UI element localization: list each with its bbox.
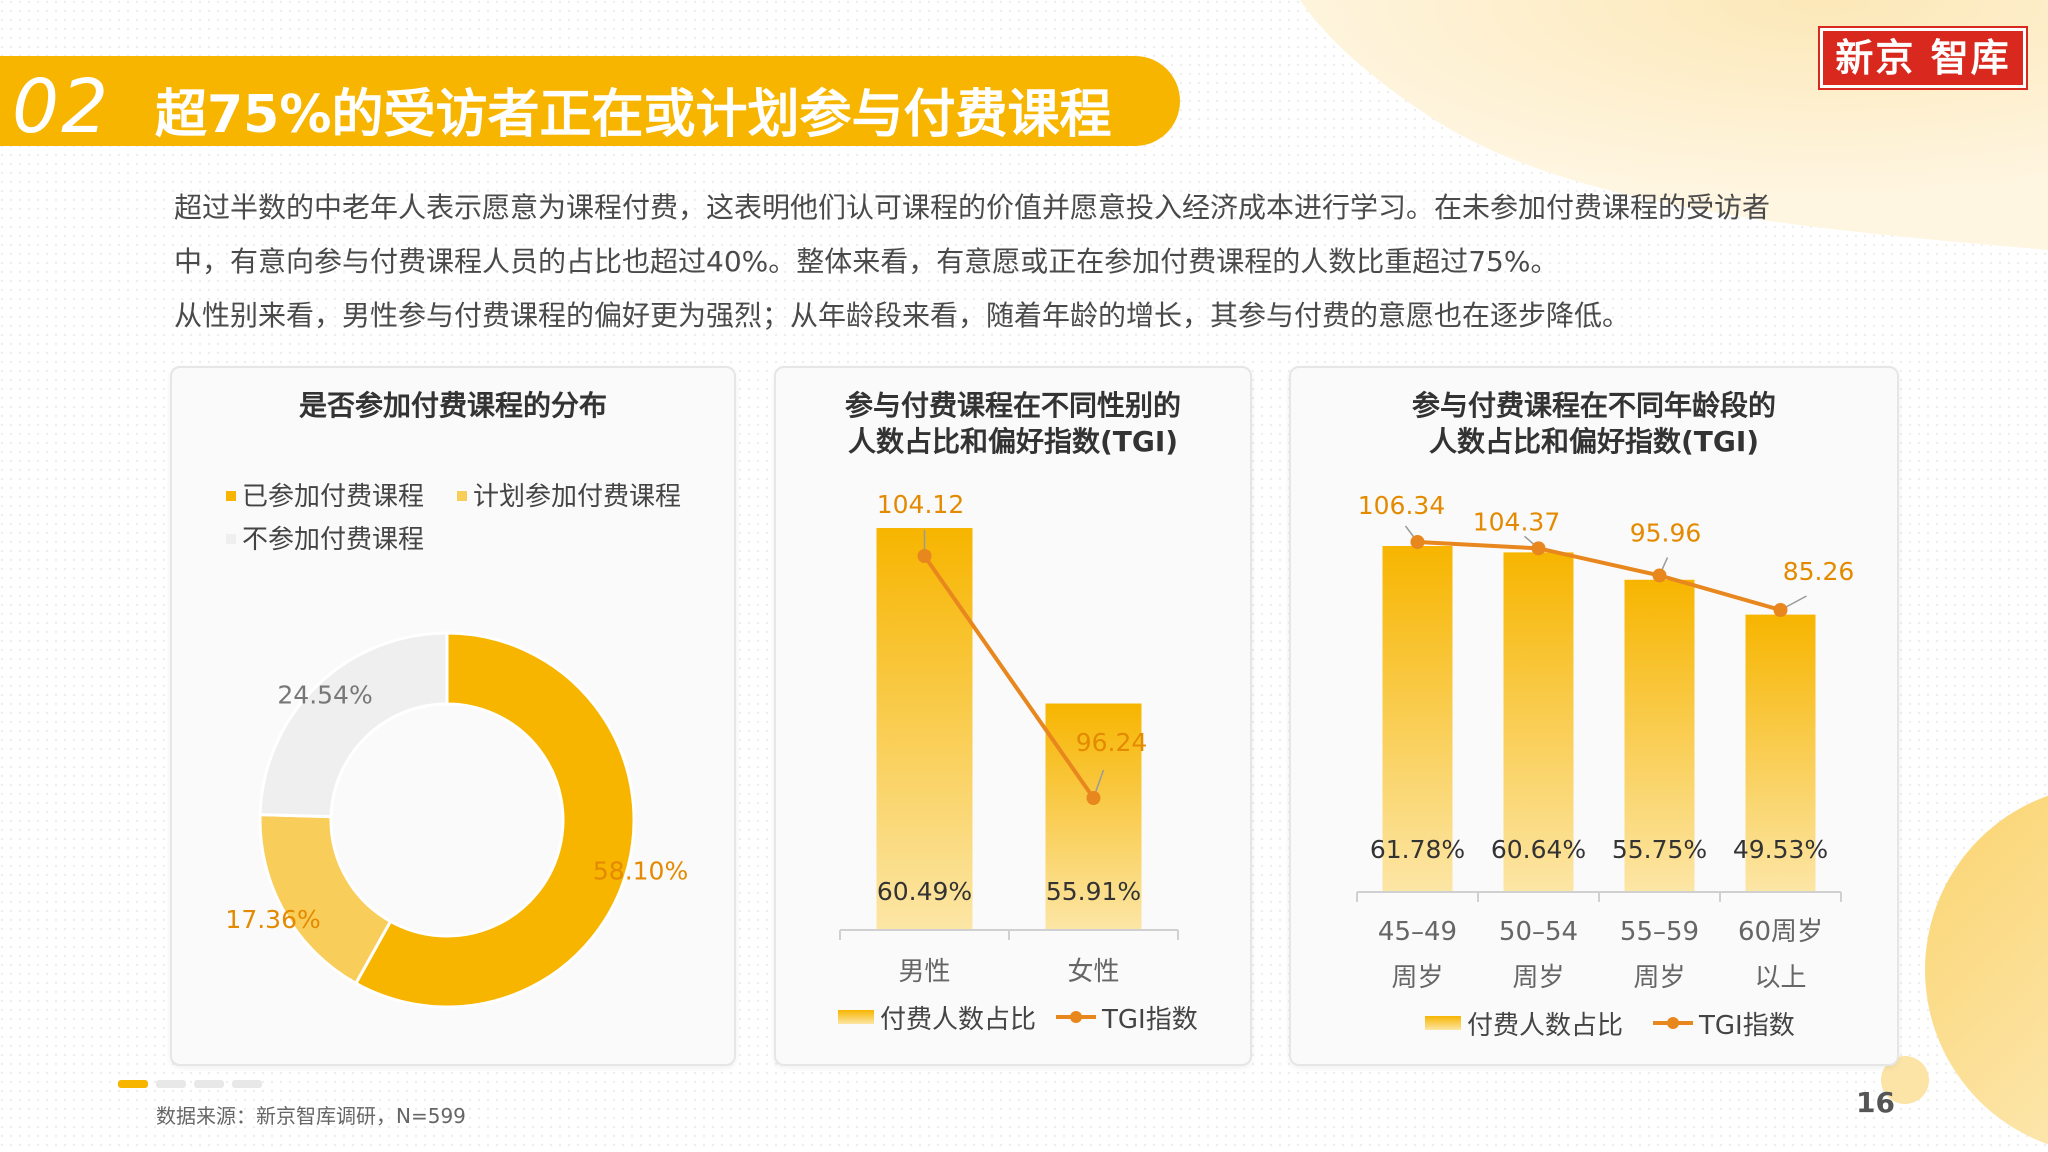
legend-label: 已参加付费课程 [242, 482, 424, 512]
bar-value-label: 61.78% [1370, 835, 1465, 864]
tgi-point [917, 549, 932, 563]
slice-label: 17.36% [225, 905, 320, 934]
category-label: 男性 [898, 957, 950, 987]
legend-swatch [226, 534, 236, 544]
donut-slice [258, 813, 393, 986]
bar [1503, 552, 1574, 892]
legend-swatch [457, 491, 467, 501]
category-label: 以上 [1754, 963, 1806, 993]
brand-logo: 新京 智库 [1818, 26, 2028, 90]
page-indicator [194, 1080, 224, 1088]
chart-title: 是否参加付费课程的分布 [299, 389, 607, 422]
page-title: 超75%的受访者正在或计划参与付费课程 [155, 85, 1112, 145]
chart-title: 参与付费课程在不同年龄段的 [1412, 389, 1776, 422]
page-indicator-active [118, 1080, 148, 1088]
page-indicator [232, 1080, 262, 1088]
tgi-point [1531, 541, 1546, 556]
legend-bar-swatch [838, 1010, 874, 1024]
tgi-line [922, 554, 1096, 800]
bar-value-label: 55.91% [1046, 877, 1141, 906]
page-number: 16 [1856, 1086, 1895, 1119]
chart-title-line2: 人数占比和偏好指数(TGI) [1429, 425, 1759, 458]
bar-value-label: 60.49% [877, 877, 972, 906]
section-number: 02 [12, 64, 111, 150]
legend-bar-swatch [1425, 1016, 1461, 1030]
tgi-value-label: 95.96 [1630, 518, 1702, 547]
tgi-value-label: 96.24 [1076, 728, 1148, 757]
tgi-value-label: 104.12 [877, 490, 964, 519]
donut-slice [258, 631, 449, 819]
tgi-line [1417, 540, 1782, 612]
title-banner: 02 超75%的受访者正在或计划参与付费课程 [0, 56, 1180, 150]
legend-line-marker [1070, 1011, 1082, 1023]
tgi-point [1086, 791, 1101, 805]
legend-line-label: TGI指数 [1101, 1005, 1198, 1035]
tgi-point [1773, 603, 1788, 617]
intro-line-2: 中，有意向参与付费课程人员的占比也超过40%。整体来看，有意愿或正在参加付费课程… [174, 245, 1559, 278]
legend-swatch [226, 491, 236, 501]
category-label: 周岁 [1633, 963, 1685, 993]
tgi-value-label: 104.37 [1473, 507, 1560, 536]
legend-label: 计划参加付费课程 [473, 482, 681, 512]
gender-chart-panel: 参与付费课程在不同性别的 人数占比和偏好指数(TGI) 60.49% 55.91% 男性… [774, 366, 1252, 1066]
bar [1745, 614, 1816, 892]
data-source: 数据来源：新京智库调研，N=599 [156, 1104, 466, 1128]
page-indicator [156, 1080, 186, 1088]
category-label: 女性 [1067, 957, 1119, 987]
intro-line-3: 从性别来看，男性参与付费课程的偏好更为强烈；从年龄段来看，随着年龄的增长，其参与… [174, 299, 1631, 332]
bar [876, 528, 973, 930]
legend-line-marker [1667, 1017, 1679, 1029]
intro-line-1: 超过半数的中老年人表示愿意为课程付费，这表明他们认可课程的价值并愿意投入经济成本… [174, 191, 1771, 224]
age-chart-panel: 参与付费课程在不同年龄段的 人数占比和偏好指数(TGI) 61.78% 60.64% 5… [1289, 366, 1899, 1066]
tgi-point [1410, 535, 1425, 549]
category-label: 60周岁 [1738, 917, 1823, 947]
category-label: 55–59 [1620, 917, 1699, 947]
legend-bar-label: 付费人数占比 [1467, 1011, 1623, 1041]
bar [1382, 546, 1453, 892]
tgi-point [1652, 568, 1667, 583]
legend-bar-label: 付费人数占比 [880, 1005, 1036, 1035]
category-label: 周岁 [1391, 963, 1443, 993]
donut-slice [353, 631, 636, 1009]
small-circle [1881, 1056, 1929, 1104]
bar [1045, 703, 1142, 930]
category-label: 周岁 [1512, 963, 1564, 993]
chart-title: 参与付费课程在不同性别的 [845, 389, 1181, 422]
category-label: 45–49 [1378, 917, 1457, 947]
slice-label: 24.54% [277, 680, 372, 709]
bar-value-label: 60.64% [1491, 835, 1586, 864]
slice-label: 58.10% [593, 856, 688, 885]
chart-title-line2: 人数占比和偏好指数(TGI) [848, 425, 1178, 458]
category-label: 50–54 [1499, 917, 1578, 947]
tgi-value-label: 106.34 [1358, 491, 1445, 520]
legend-label: 不参加付费课程 [242, 525, 424, 555]
corner-circle [1925, 795, 2048, 1145]
legend-line-label: TGI指数 [1698, 1011, 1795, 1041]
bar-value-label: 55.75% [1612, 835, 1707, 864]
donut-chart-panel: 是否参加付费课程的分布已参加付费课程 计划参加付费课程不参加付费课程 58.10% 1… [170, 366, 736, 1066]
bar-value-label: 49.53% [1733, 835, 1828, 864]
tgi-value-label: 85.26 [1783, 557, 1855, 586]
bar [1624, 579, 1695, 892]
